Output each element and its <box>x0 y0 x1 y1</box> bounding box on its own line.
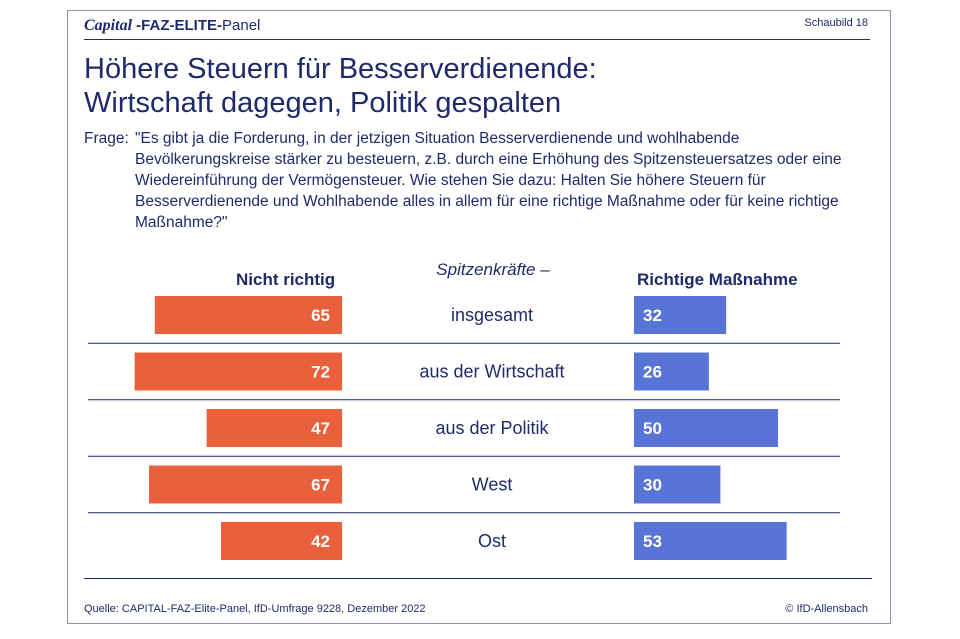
question-label: Frage: <box>84 130 129 147</box>
value-richtige-massnahme-west: 30 <box>643 476 662 495</box>
bar-nicht-richtig-insgesamt <box>154 296 342 334</box>
source-note: Quelle: CAPITAL-FAZ-Elite-Panel, IfD-Umf… <box>84 603 426 615</box>
value-richtige-massnahme-ost: 53 <box>643 532 662 551</box>
category-label-west: West <box>472 475 513 495</box>
category-label-ost: Ost <box>478 531 506 551</box>
faz-elite-label: -FAZ-ELITE- <box>132 17 223 34</box>
bar-nicht-richtig-aus-der-politik <box>206 409 342 447</box>
value-richtige-massnahme-insgesamt: 32 <box>643 306 662 325</box>
header-divider <box>84 39 870 40</box>
bar-nicht-richtig-aus-der-wirtschaft <box>134 352 342 391</box>
value-nicht-richtig-aus-der-politik: 47 <box>311 419 330 438</box>
value-richtige-massnahme-aus-der-politik: 50 <box>643 419 662 438</box>
value-nicht-richtig-ost: 42 <box>311 532 330 551</box>
legend-nicht-richtig: Nicht richtig <box>236 270 336 289</box>
value-nicht-richtig-west: 67 <box>311 476 330 495</box>
survey-question: Frage: "Es gibt ja die Forderung, in der… <box>84 128 874 233</box>
category-header: Spitzenkräfte – <box>436 260 550 279</box>
category-label-aus-der-politik: aus der Politik <box>435 418 549 438</box>
category-label-aus-der-wirtschaft: aus der Wirtschaft <box>419 362 564 382</box>
bar-nicht-richtig-ost <box>221 522 342 560</box>
bar-richtige-massnahme-aus-der-wirtschaft <box>634 352 709 391</box>
category-label-insgesamt: insgesamt <box>451 305 533 325</box>
capital-logo: Capital <box>84 17 133 34</box>
value-nicht-richtig-insgesamt: 65 <box>311 306 330 325</box>
value-richtige-massnahme-aus-der-wirtschaft: 26 <box>643 363 662 382</box>
question-text: "Es gibt ja die Forderung, in der jetzig… <box>135 130 842 231</box>
sheet-number: Schaubild 18 <box>804 17 868 29</box>
chart-frame <box>67 10 891 624</box>
bar-richtige-massnahme-aus-der-politik <box>634 409 778 447</box>
bar-richtige-massnahme-ost <box>634 522 787 560</box>
bar-richtige-massnahme-west <box>634 465 721 504</box>
bar-nicht-richtig-west <box>149 465 342 504</box>
title-line-2: Wirtschaft dagegen, Politik gespalten <box>84 87 562 119</box>
legend-richtige-massnahme: Richtige Maßnahme <box>637 270 798 289</box>
bar-richtige-massnahme-insgesamt <box>634 296 727 334</box>
copyright-credit: © IfD-Allensbach <box>785 603 868 615</box>
panel-header: Capital -FAZ-ELITE-Panel <box>84 17 260 35</box>
value-nicht-richtig-aus-der-wirtschaft: 72 <box>311 363 330 382</box>
title-line-1: Höhere Steuern für Besserverdienende: <box>84 53 597 85</box>
footer-divider <box>84 578 872 579</box>
panel-label: Panel <box>222 17 261 34</box>
chart-title: Höhere Steuern für Besserverdienende: Wi… <box>84 52 597 120</box>
